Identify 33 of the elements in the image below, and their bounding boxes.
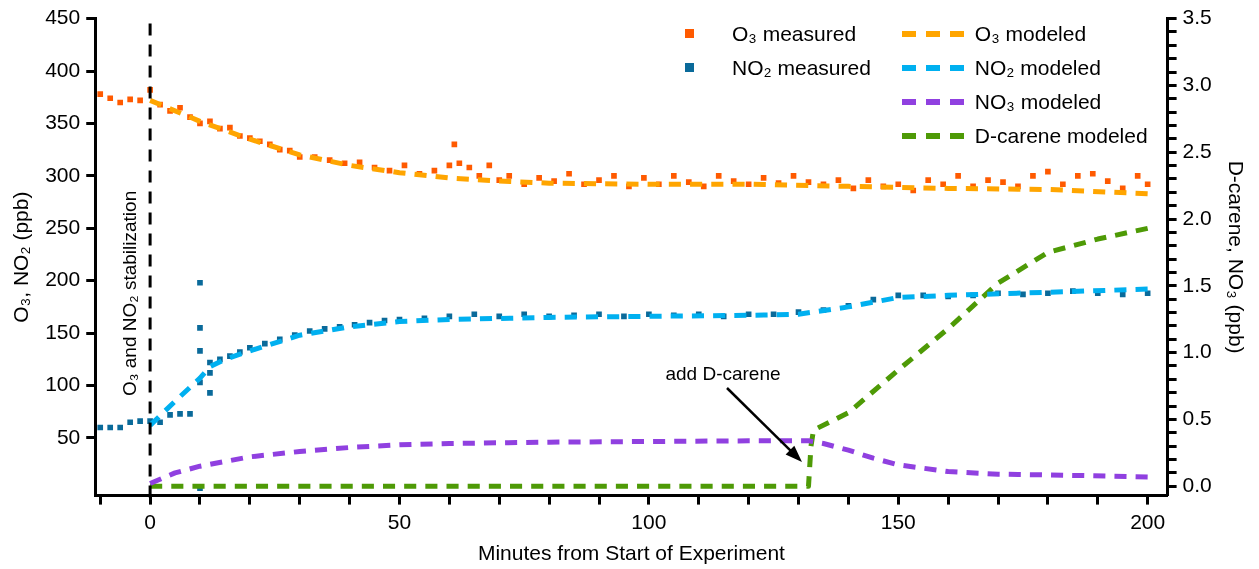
ref-line-label: O₃ and NO₂ stabilization [118,190,140,397]
legend-label: NO₂ measured [731,55,871,80]
y-tick-label: 200 [45,267,81,291]
legend-label: O₃ measured [731,21,857,46]
legend-label: NO₃ modeled [974,89,1102,114]
y2-axis-title: D-carene, NO₃ (ppb) [1224,160,1248,354]
annotation: add D-carene [665,363,781,385]
x-tick-label: 50 [387,510,412,533]
legend-label: NO₂ modeled [974,55,1101,80]
y2-tick-label: 0.0 [1182,473,1212,497]
x-tick-label: 100 [631,510,667,533]
x-tick-label: 0 [144,510,156,533]
y-tick-label: 300 [45,162,81,186]
y2-tick-label: 3.5 [1182,5,1212,29]
y2-tick-label: 0.5 [1182,406,1212,430]
x-tick-label: 200 [1130,510,1166,533]
y-tick-label: 100 [45,372,81,396]
legend-label: O₃ modeled [974,21,1087,46]
y2-tick-label: 2.0 [1182,205,1212,229]
y-tick-label: 250 [45,215,81,239]
y2-tick-label: 3.0 [1182,72,1212,96]
y-tick-label: 50 [56,424,81,448]
y-tick-label: 350 [45,110,81,134]
x-tick-label: 150 [880,510,916,533]
y-tick-label: 400 [45,57,81,81]
y-tick-label: 150 [45,319,81,343]
y-tick-label: 450 [45,5,81,29]
y-axis-title: O₃, NO₂ (ppb) [9,191,33,323]
x-axis-title: Minutes from Start of Experiment [477,541,786,565]
y2-tick-label: 2.5 [1182,139,1212,163]
y2-tick-label: 1.5 [1182,272,1212,296]
legend-label: D-carene modeled [974,123,1148,148]
y2-tick-label: 1.0 [1182,339,1212,363]
